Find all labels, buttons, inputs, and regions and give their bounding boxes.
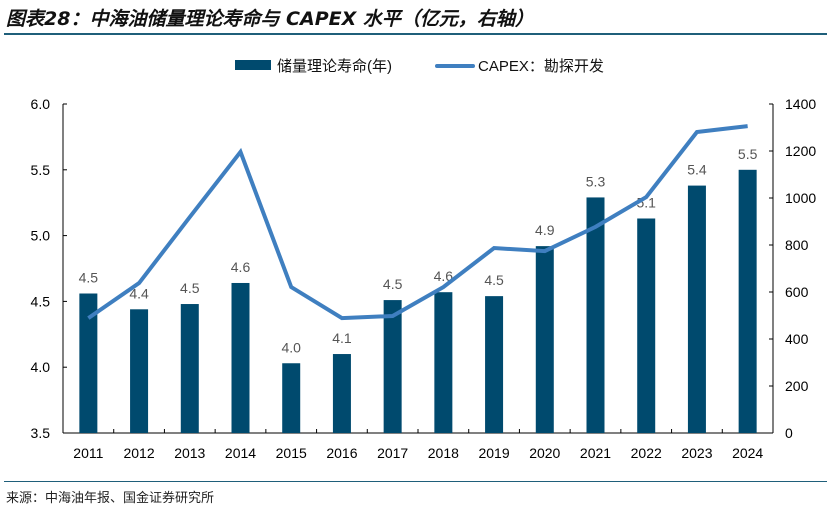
left-tick-label: 5.5 xyxy=(31,162,51,178)
source-note: 来源：中海油年报、国金证券研究所 xyxy=(6,491,215,506)
bar-2018 xyxy=(434,292,453,433)
x-tick-label: 2016 xyxy=(326,445,357,461)
right-tick-label: 1000 xyxy=(785,190,816,206)
source-divider xyxy=(4,481,827,482)
x-tick-label: 2023 xyxy=(681,445,712,461)
bar-2020 xyxy=(535,246,554,433)
title-divider xyxy=(4,33,827,35)
bar-data-label: 4.6 xyxy=(231,259,251,275)
x-tick-label: 2012 xyxy=(123,445,154,461)
figure-title: 图表28：中海油储量理论寿命与 CAPEX 水平（亿元，右轴） xyxy=(6,8,534,30)
x-tick-label: 2014 xyxy=(225,445,256,461)
bar-data-label: 4.5 xyxy=(484,272,504,288)
bar-data-label: 4.5 xyxy=(79,270,99,286)
x-tick-label: 2018 xyxy=(428,445,459,461)
right-tick-label: 1400 xyxy=(785,96,816,112)
bar-data-label: 4.0 xyxy=(281,339,301,355)
left-tick-label: 4.5 xyxy=(31,293,51,309)
legend-label-line: CAPEX：勘探开发 xyxy=(478,58,604,75)
left-tick-label: 3.5 xyxy=(31,425,51,441)
bar-2021 xyxy=(586,197,605,433)
x-tick-label: 2017 xyxy=(377,445,408,461)
x-tick-label: 2011 xyxy=(73,445,103,461)
bar-2022 xyxy=(637,218,656,433)
left-tick-label: 6.0 xyxy=(31,96,51,112)
x-tick-label: 2013 xyxy=(174,445,205,461)
right-tick-label: 1200 xyxy=(785,143,816,159)
bar-data-label: 5.5 xyxy=(738,146,758,162)
right-tick-label: 800 xyxy=(785,237,809,253)
bar-data-label: 4.1 xyxy=(332,330,352,346)
x-tick-label: 2022 xyxy=(631,445,662,461)
right-tick-label: 600 xyxy=(785,284,809,300)
right-tick-label: 400 xyxy=(785,331,809,347)
bar-2024 xyxy=(738,169,757,434)
bar-data-label: 4.5 xyxy=(383,276,403,292)
bar-2017 xyxy=(383,300,402,433)
x-tick-label: 2020 xyxy=(529,445,560,461)
bar-2012 xyxy=(130,309,149,433)
bar-data-label: 5.4 xyxy=(687,162,707,178)
capex-line xyxy=(87,124,748,321)
bar-2011 xyxy=(79,293,98,433)
bar-data-label: 4.9 xyxy=(535,222,555,238)
bar-data-label: 4.5 xyxy=(180,280,200,296)
bar-2019 xyxy=(485,296,504,433)
right-tick-label: 0 xyxy=(785,425,793,441)
bar-2015 xyxy=(282,363,301,433)
x-tick-label: 2021 xyxy=(580,445,611,461)
bar-2023 xyxy=(687,185,706,433)
left-tick-label: 5.0 xyxy=(31,228,51,244)
bar-data-label: 4.4 xyxy=(129,285,149,301)
bar-data-label: 4.6 xyxy=(434,268,454,284)
bar-data-label: 5.3 xyxy=(586,173,606,189)
x-tick-label: 2024 xyxy=(732,445,763,461)
bar-2014 xyxy=(231,282,250,433)
x-tick-label: 2019 xyxy=(478,445,509,461)
bar-2013 xyxy=(180,304,199,433)
x-tick-label: 2015 xyxy=(276,445,307,461)
bar-2016 xyxy=(332,354,351,433)
left-tick-label: 4.0 xyxy=(31,359,51,375)
legend-label-bar: 储量理论寿命(年) xyxy=(277,57,392,75)
legend-swatch-bar xyxy=(235,60,271,70)
right-tick-label: 200 xyxy=(785,378,809,394)
